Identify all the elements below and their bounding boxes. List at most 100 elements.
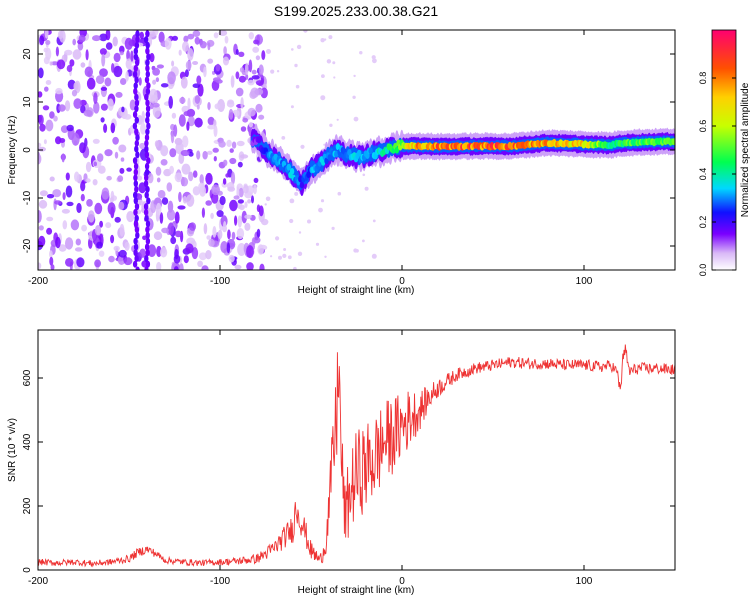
spectrogram-cell (107, 202, 116, 215)
spectrogram-cell (235, 71, 240, 80)
spectrogram-cell (111, 63, 115, 73)
spectrogram-cell (85, 49, 89, 61)
spectrogram-cell (171, 60, 175, 67)
spectrogram-streak (146, 197, 151, 205)
spectrogram-cell (245, 73, 249, 80)
spectrogram-streak (134, 226, 140, 234)
spectrogram-cell (142, 235, 147, 241)
spectrogram-cell (126, 167, 132, 172)
spectrogram-cell (320, 38, 325, 43)
spectrogram-cell (65, 172, 70, 181)
spectrogram-streak (132, 122, 138, 130)
spectrogram-cell (120, 78, 127, 85)
spectrogram-cell (155, 202, 162, 216)
spectrogram-cell (124, 241, 130, 251)
spectrogram-cell (234, 215, 238, 226)
spectrogram-cell (168, 95, 173, 109)
spectrogram-cell (187, 97, 191, 110)
spectrogram-cell (55, 236, 61, 249)
spectrogram-ridge (324, 157, 329, 165)
spectrogram-cell (179, 97, 186, 104)
spectrogram-cell (93, 92, 98, 105)
spectrogram-cell (161, 197, 169, 205)
spectrogram-cell (244, 222, 251, 231)
spectrogram-cell (320, 95, 326, 101)
spectrogram-cell (149, 88, 158, 102)
spectrogram-cell (73, 82, 79, 91)
spectrogram-streak (135, 59, 140, 67)
spectrogram-cell (256, 204, 261, 212)
spectrogram-cell (66, 64, 73, 73)
spectrogram-cell (296, 44, 302, 50)
spectrogram-streak (134, 145, 139, 153)
spectrogram-streak (133, 208, 138, 216)
spectrogram-cell (178, 191, 182, 203)
spectrogram-cell (106, 175, 112, 181)
spectrogram-streak (143, 36, 149, 44)
colorbar-tick-label: 0.2 (698, 216, 708, 229)
spectrogram-cell (153, 200, 159, 205)
snr-x-tick-label: -200 (28, 576, 48, 587)
spectrogram-cell (138, 77, 142, 86)
spectrogram-cell (38, 114, 44, 126)
spectrogram-cell (295, 84, 300, 89)
spectrogram-streak (134, 214, 139, 222)
spectrogram-cell (254, 88, 264, 96)
spectrogram-streak (133, 191, 138, 199)
spectrogram-cell (86, 77, 96, 90)
spectrogram-cell (38, 225, 44, 231)
spectrogram-cell (117, 255, 126, 265)
spectrogram-streak (145, 220, 151, 228)
spectrogram-cell (173, 254, 181, 264)
spectrogram-cell (178, 114, 186, 127)
spectrogram-cell (224, 35, 229, 44)
colorbar-label: Normalized spectral amplitude (740, 82, 750, 217)
spectrogram-streak (133, 162, 139, 170)
spectrogram-cell (61, 153, 65, 163)
spectrogram-cell (297, 251, 303, 256)
colorbar-tick-label: 0.4 (698, 168, 708, 181)
spectrogram-cell (49, 256, 54, 266)
colorbar-tick-label: 0.0 (698, 264, 708, 277)
spectrogram-cell (244, 214, 252, 219)
spectrogram-cell (266, 49, 271, 54)
spectrogram-cell (49, 250, 53, 258)
spectrogram-cell (331, 226, 335, 230)
spectrogram-cell (270, 69, 275, 74)
spectrogram-cell (71, 132, 80, 146)
spectrogram-cell (39, 190, 48, 197)
spectrogram-cell (199, 41, 207, 49)
spectrogram-cell (239, 154, 249, 159)
spectrogram-cell (156, 261, 162, 270)
spectrogram-streak (135, 30, 140, 38)
spectrogram-cell (61, 208, 70, 214)
spectrogram-y-tick-label: 20 (22, 48, 33, 60)
spectrogram-cell (240, 97, 244, 109)
spectrogram-cell (79, 142, 86, 154)
spectrogram-cell (99, 33, 108, 42)
spectrogram-cell (43, 139, 47, 145)
spectrogram-streak (134, 255, 139, 262)
spectrogram-cell (207, 116, 215, 126)
spectrogram-cell (85, 178, 91, 183)
spectrogram-cell (174, 172, 183, 183)
spectrogram-cell (240, 126, 247, 132)
spectrogram-y-label: Frequency (Hz) (7, 116, 18, 185)
spectrogram-cell (256, 228, 261, 238)
spectrogram-cell (187, 33, 195, 40)
spectrogram-cell (164, 37, 172, 50)
spectrogram-cell (261, 218, 269, 226)
spectrogram-streak (145, 226, 150, 234)
spectrogram-cell (372, 58, 377, 64)
spectrogram-cell (194, 36, 200, 45)
spectrogram-cell (100, 103, 108, 111)
spectrogram-cell (104, 77, 112, 87)
spectrogram-streak (145, 59, 150, 67)
spectrogram-cell (169, 148, 177, 158)
spectrogram-cell (99, 220, 103, 228)
spectrogram-streak (145, 237, 151, 245)
spectrogram-cell (336, 118, 339, 121)
spectrogram-cell (206, 235, 211, 240)
spectrogram-cell (160, 247, 168, 258)
spectrogram-ridge (335, 143, 341, 151)
